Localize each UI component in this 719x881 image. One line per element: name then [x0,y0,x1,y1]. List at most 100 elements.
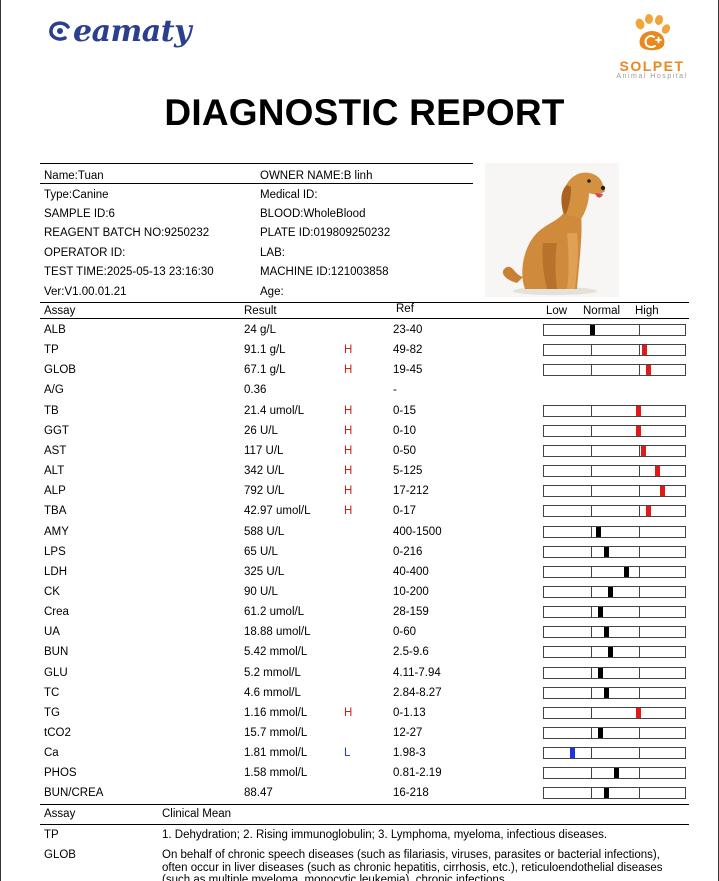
range-bar [543,686,686,699]
assay-name: UA [44,626,60,639]
range-marker [598,607,604,618]
assay-name: AST [44,444,67,457]
range-marker [636,707,642,718]
range-divider [639,728,640,738]
table-row: TC 4.6 mmol/L 2.84-8.27 [0,684,719,704]
range-marker [640,445,646,456]
range-divider [639,788,640,799]
assay-name: Ca [44,747,59,760]
result-flag: H [344,364,353,377]
table-row: TP 91.1 g/L H 49-82 [0,341,719,361]
range-marker [598,667,604,678]
range-bar [543,525,686,538]
range-marker [608,586,614,597]
range-divider [591,687,592,698]
reference-range: 19-45 [393,364,423,377]
result-value: 5.42 mmol/L [244,646,308,659]
table-row: GLOB 67.1 g/L H 19-45 [0,361,719,381]
range-bar [543,565,686,578]
range-divider [639,506,640,517]
result-value: 26 U/L [244,424,278,437]
range-bar [543,424,686,437]
table-row: BUN 5.42 mmol/L 2.5-9.6 [0,643,719,663]
info-lab: LAB: [260,247,285,259]
range-divider [639,445,640,456]
range-marker [646,365,652,376]
range-marker [604,788,610,799]
result-value: 88.47 [244,787,273,800]
patient-photo [485,163,619,297]
range-bar [543,747,686,760]
page-border-left [0,0,1,881]
range-divider [639,607,640,618]
range-divider [591,345,592,356]
range-divider [591,506,592,517]
result-value: 325 U/L [244,565,285,578]
table-row: Ca 1.81 mmol/L L 1.98-3 [0,744,719,764]
range-bar [543,787,686,800]
result-value: 0.36 [244,384,267,397]
table-row: UA 18.88 umol/L 0-60 [0,623,719,643]
reference-range: - [393,384,397,397]
result-value: 588 U/L [244,525,285,538]
range-bar [543,404,686,417]
range-bar [543,606,686,619]
table-row: GGT 26 U/L H 0-10 [0,422,719,442]
result-flag: H [344,706,353,719]
table-row: TB 21.4 umol/L H 0-15 [0,402,719,422]
range-marker [660,486,666,497]
result-value: 24 g/L [244,324,276,336]
range-divider [639,546,640,557]
range-divider [639,365,640,376]
result-value: 342 U/L [244,465,285,478]
range-divider [639,627,640,638]
header-low: Low [546,305,568,317]
range-marker [636,425,642,436]
hospital-logo: SOLPET Animal Hospital [604,14,700,80]
range-bar [543,444,686,457]
range-divider [591,486,592,497]
range-bar [543,646,686,659]
info-owner-name: OWNER NAME:B linh [260,170,373,182]
clinical-assay-tp: TP [44,829,59,841]
result-flag: H [344,485,353,498]
range-divider [591,546,592,557]
table-row: PHOS 1.58 mmol/L 0.81-2.19 [0,764,719,784]
range-divider [591,405,592,416]
info-machine-id: MACHINE ID:121003858 [260,266,389,278]
header-ref: Ref [396,303,414,315]
info-version: Ver:V1.00.01.21 [44,286,127,298]
table-row: ALB 24 g/L 23-40 [0,321,719,341]
paw-icon [635,14,671,51]
assay-name: ALP [44,485,66,498]
assay-name: TP [44,344,59,357]
reference-range: 0-50 [393,444,417,457]
brand-logo: eamaty [48,14,192,49]
info-blood: BLOOD:WholeBlood [260,208,366,220]
range-divider [591,445,592,456]
range-divider [639,466,640,477]
assay-name: GGT [44,424,69,437]
assay-name: TBA [44,505,67,518]
reference-range: 0.81-2.19 [393,767,442,780]
info-age: Age: [260,286,284,298]
result-value: 15.7 mmol/L [244,727,308,739]
table-top-rule [40,302,689,303]
info-plate-id: PLATE ID:019809250232 [260,227,391,239]
range-divider [639,768,640,779]
info-top-rule [40,163,473,164]
reference-range: 4.11-7.94 [393,666,441,679]
clinical-header-rule [40,824,689,825]
range-marker [613,768,619,779]
result-flag: H [344,424,353,437]
range-bar [543,626,686,639]
table-row: LPS 65 U/L 0-216 [0,543,719,563]
result-value: 1.58 mmol/L [244,767,308,780]
range-marker [595,526,601,537]
range-divider [639,486,640,497]
reference-range: 23-40 [393,324,423,336]
header-assay: Assay [44,305,76,317]
result-value: 1.16 mmol/L [244,706,308,719]
range-marker [642,345,648,356]
hospital-name: SOLPET [619,58,685,74]
